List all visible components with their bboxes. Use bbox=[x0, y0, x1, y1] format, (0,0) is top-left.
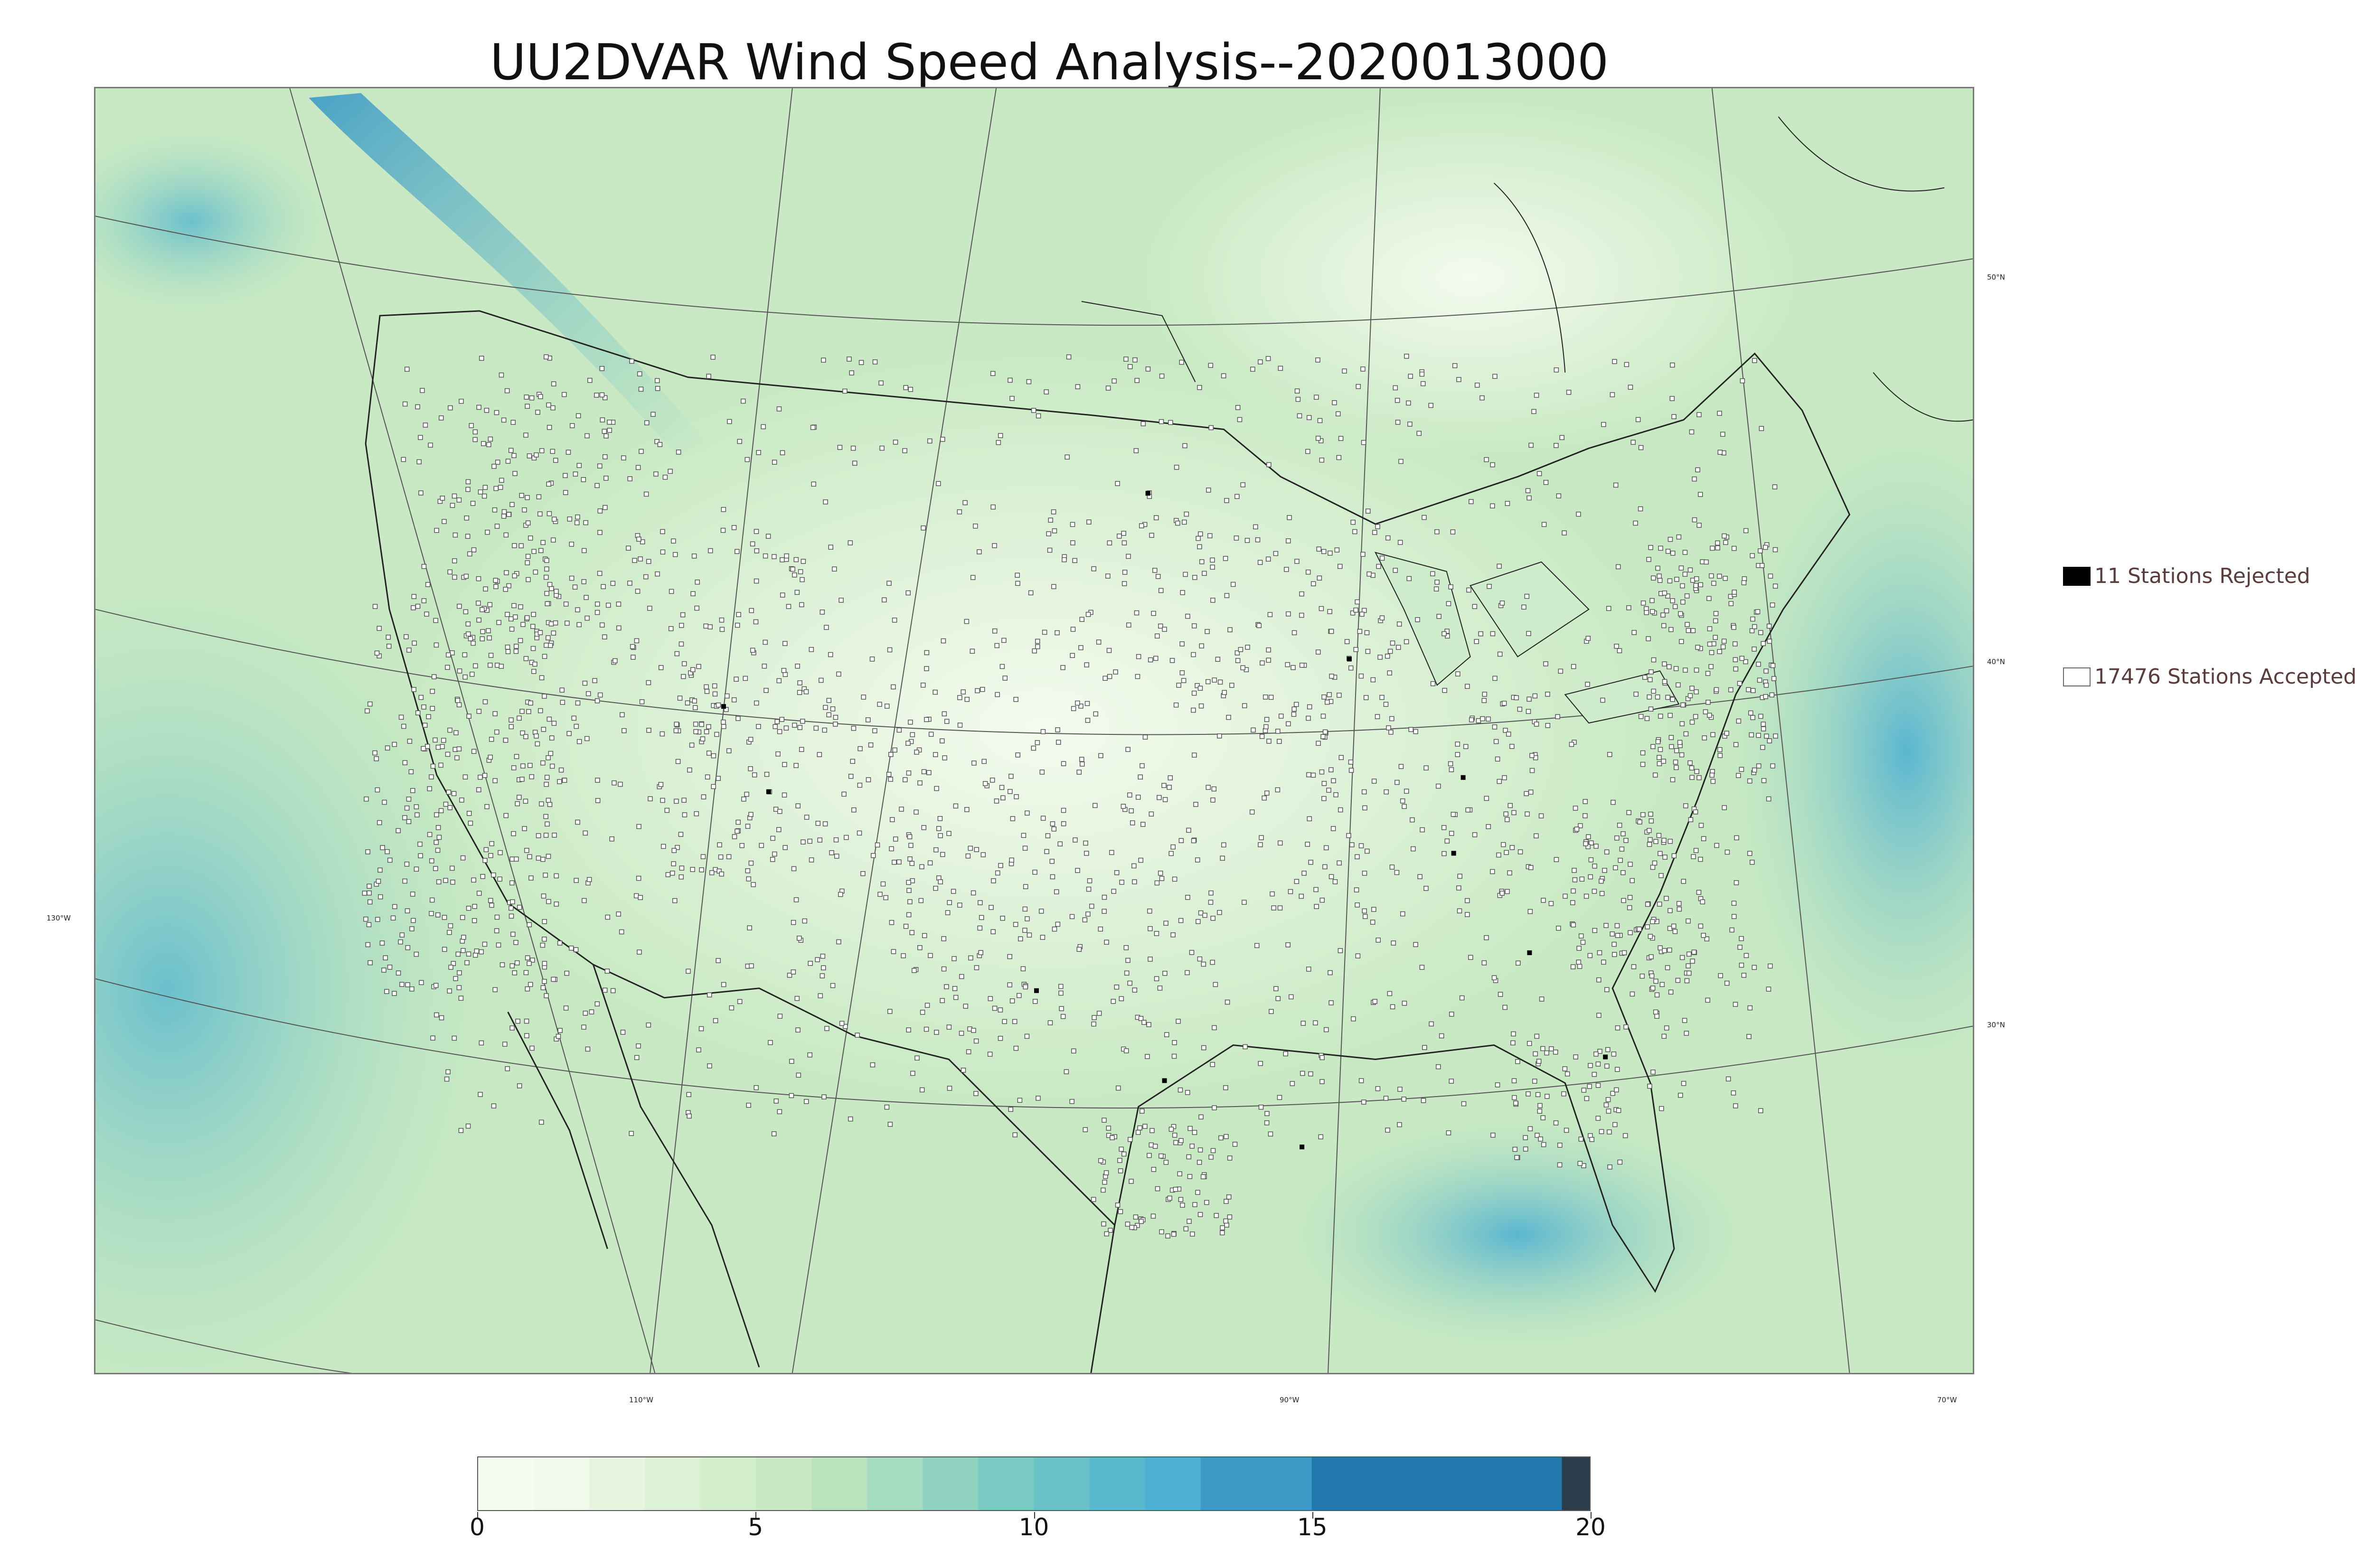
map-panel bbox=[94, 87, 1974, 1374]
parallel-20n bbox=[95, 1319, 352, 1373]
colorbar-band bbox=[589, 1457, 645, 1510]
legend-rejected-label: 11 Stations Rejected bbox=[2094, 564, 2310, 588]
parallel-30n bbox=[95, 978, 1973, 1109]
colorbar bbox=[477, 1456, 1591, 1511]
colorbar-band bbox=[923, 1457, 979, 1510]
lat-label-50n: 50°N bbox=[1987, 273, 2005, 282]
gulf-wind-region bbox=[1281, 1116, 1755, 1353]
legend-rejected: 11 Stations Rejected bbox=[2063, 564, 2310, 588]
lon-label-70w: 70°W bbox=[1937, 1396, 1957, 1404]
parallel-50n bbox=[95, 216, 1973, 326]
colorbar-tick-mark bbox=[1034, 1512, 1035, 1519]
colorbar-tick-label: 20 bbox=[1575, 1513, 1606, 1541]
colorbar-tick-mark bbox=[1312, 1512, 1313, 1519]
meridian-120w bbox=[289, 88, 656, 1373]
meridian-80w bbox=[1711, 88, 1850, 1373]
pacific-wind-region bbox=[95, 562, 499, 1373]
lon-label-110w: 110°W bbox=[629, 1396, 653, 1404]
map-title: UU2DVAR Wind Speed Analysis--2020013000 bbox=[490, 33, 1609, 91]
legend-accepted: 17476 Stations Accepted bbox=[2063, 665, 2356, 689]
colorbar-band bbox=[534, 1457, 590, 1510]
colorbar-tick-label: 10 bbox=[1018, 1513, 1049, 1541]
rejected-swatch-icon bbox=[2063, 566, 2091, 586]
lon-label-90w: 90°W bbox=[1280, 1396, 1300, 1404]
colorbar-band bbox=[1200, 1457, 1312, 1510]
colorbar-band bbox=[1562, 1457, 1590, 1510]
station-markers bbox=[362, 354, 1778, 1239]
atlantic-wind-region bbox=[1726, 420, 1973, 1083]
colorbar-tick-label: 0 bbox=[470, 1513, 485, 1541]
colorbar-band bbox=[478, 1457, 534, 1510]
pacific-north-wind-region bbox=[95, 126, 333, 316]
colorbar-band bbox=[700, 1457, 756, 1510]
colorbar-band bbox=[867, 1457, 923, 1510]
colorbar-band bbox=[1089, 1457, 1146, 1510]
colorbar-tick-mark bbox=[1591, 1512, 1592, 1519]
meridian-110w bbox=[650, 88, 793, 1373]
great-lakes bbox=[1375, 552, 1680, 724]
meridian-90w bbox=[1328, 88, 1381, 1373]
colorbar-tick-mark bbox=[477, 1512, 478, 1519]
meridian-100w bbox=[791, 88, 997, 1373]
colorbar-tick-label: 5 bbox=[748, 1513, 763, 1541]
colorbar-band bbox=[1034, 1457, 1090, 1510]
canada-coastline bbox=[1081, 116, 1973, 422]
colorbar-band bbox=[811, 1457, 867, 1510]
lat-label-40n: 40°N bbox=[1987, 657, 2005, 666]
calm-canada-region bbox=[1138, 97, 1802, 458]
colorbar-band bbox=[1145, 1457, 1201, 1510]
colorbar-bands bbox=[478, 1457, 1590, 1510]
colorbar-band bbox=[756, 1457, 812, 1510]
colorbar-band bbox=[645, 1457, 701, 1510]
colorbar-tick-mark bbox=[755, 1512, 757, 1519]
rockies-wind-streak bbox=[309, 93, 712, 458]
lon-label-130w: 130°W bbox=[47, 914, 71, 922]
graticule bbox=[95, 88, 1973, 1373]
accepted-swatch-icon bbox=[2063, 667, 2091, 686]
colorbar-band bbox=[978, 1457, 1034, 1510]
colorbar-band bbox=[1311, 1457, 1562, 1510]
mexico-coast bbox=[507, 964, 1116, 1373]
colorbar-tick-label: 15 bbox=[1297, 1513, 1328, 1541]
lat-label-30n: 30°N bbox=[1987, 1021, 2005, 1029]
legend-accepted-label: 17476 Stations Accepted bbox=[2094, 665, 2357, 689]
parallel-40n bbox=[95, 609, 1973, 735]
wind-speed-map bbox=[95, 88, 1973, 1373]
us-border bbox=[365, 310, 1851, 1293]
